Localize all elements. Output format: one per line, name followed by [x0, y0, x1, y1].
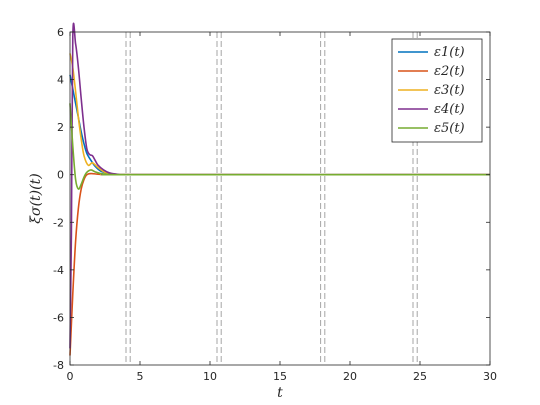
switching-lines	[125, 32, 418, 365]
series-line-2	[69, 172, 490, 356]
legend-entry-2: ε2(t)	[434, 64, 465, 79]
series-lines	[69, 22, 491, 356]
x-tick-label: 15	[273, 370, 287, 383]
x-tick-label: 10	[203, 370, 217, 383]
legend-entry-4: ε4(t)	[434, 102, 465, 117]
y-tick-label: 0	[57, 169, 64, 182]
x-tick-label: 0	[67, 370, 74, 383]
y-tick-label: 4	[57, 74, 64, 87]
legend: ε1(t) ε2(t) ε3(t) ε4(t) ε5(t)	[391, 38, 483, 143]
legend-entry-3: ε3(t)	[434, 83, 465, 98]
legend-entry-5: ε5(t)	[434, 121, 465, 136]
y-tick-label: -8	[53, 359, 64, 372]
y-axis-label: ξσ(t)(t)	[28, 173, 44, 223]
y-tick-label: 6	[57, 26, 64, 39]
x-tick-label: 20	[343, 370, 357, 383]
y-tick-label: -2	[53, 216, 64, 229]
y-tick-label: -4	[53, 264, 64, 277]
x-tick-label: 25	[413, 370, 427, 383]
x-axis-label: t	[277, 385, 283, 401]
legend-entry-1: ε1(t)	[434, 45, 465, 60]
y-tick-label: -6	[53, 311, 64, 324]
x-tick-label: 5	[137, 370, 144, 383]
series-line-5	[69, 103, 490, 190]
x-tick-label: 30	[483, 370, 497, 383]
y-tick-label: 2	[57, 121, 64, 134]
